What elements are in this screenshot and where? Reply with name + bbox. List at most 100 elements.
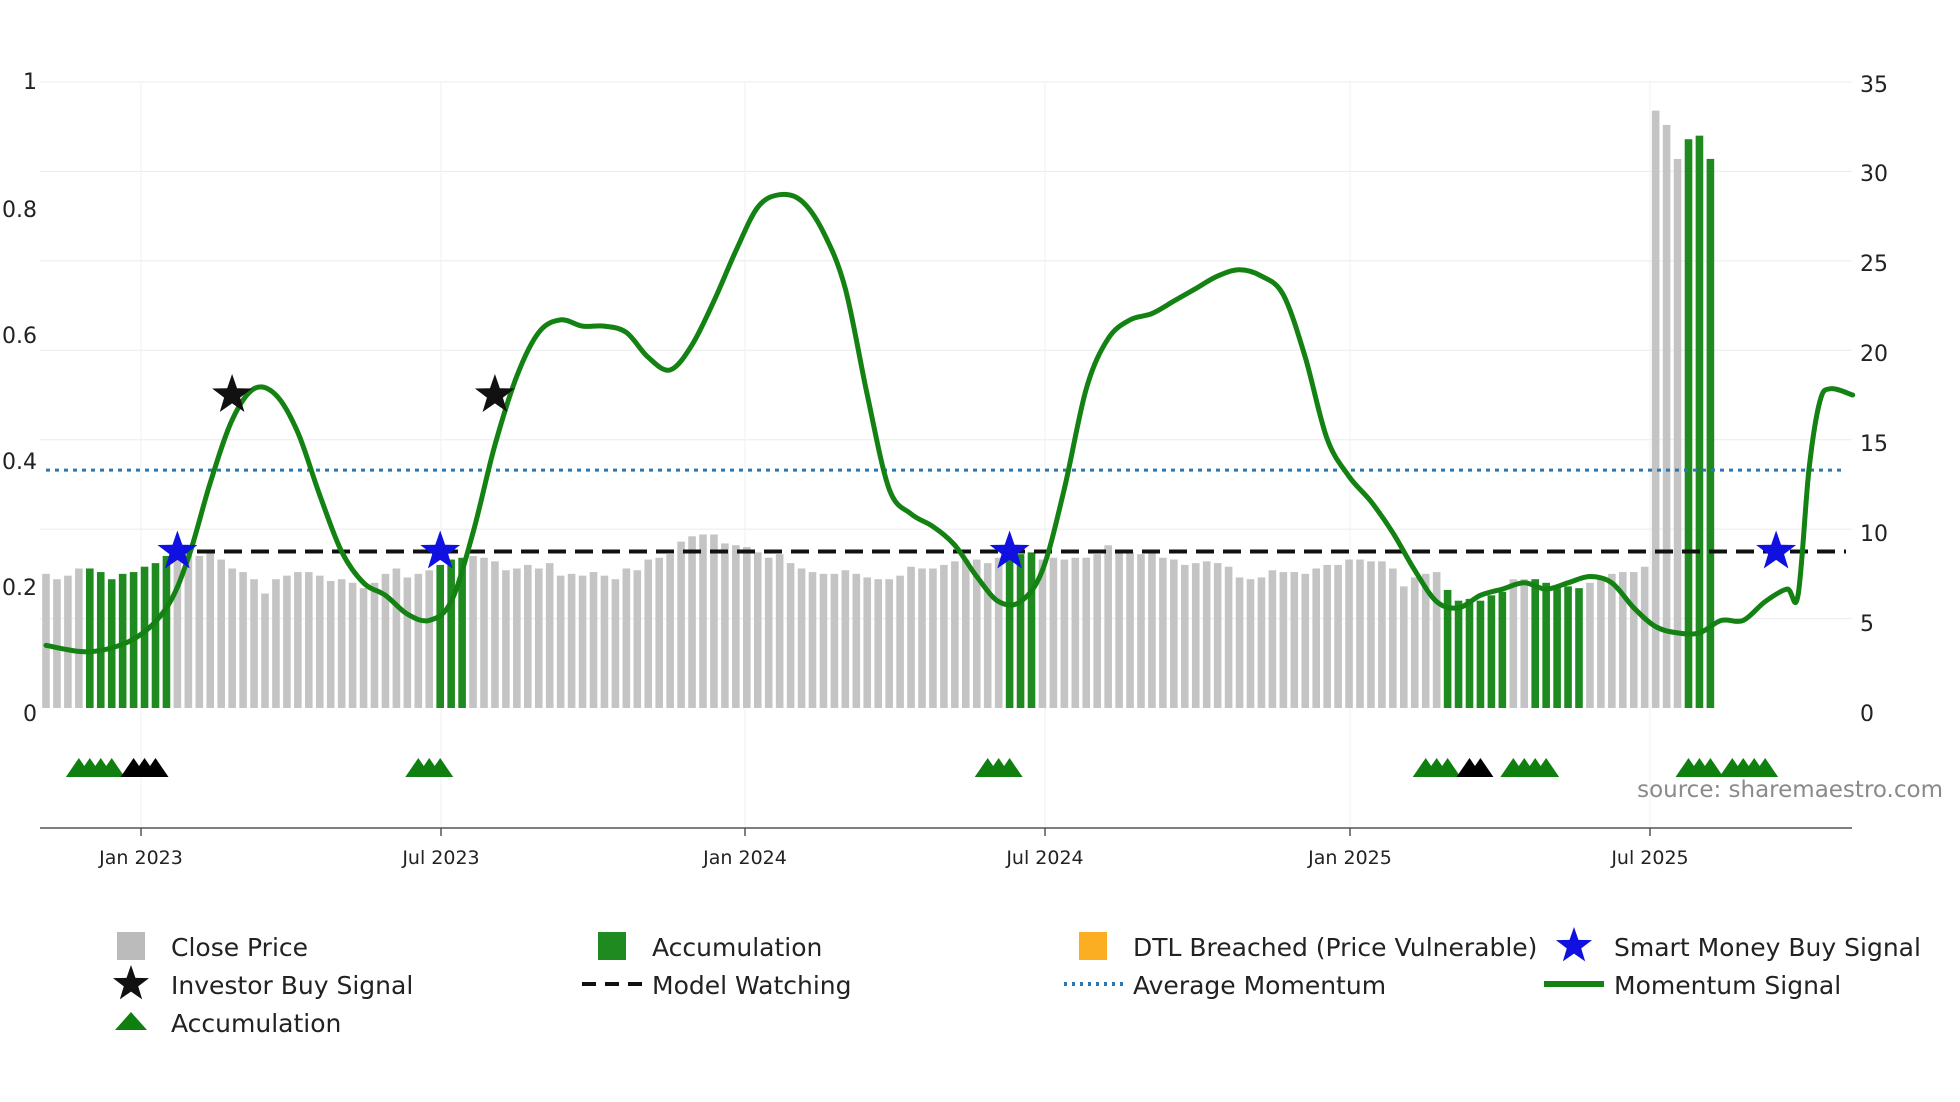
close-price-bar — [863, 577, 872, 708]
close-price-bar — [907, 566, 915, 708]
smart-money-buy-star — [989, 530, 1030, 569]
close-price-bar — [184, 550, 193, 708]
close-price-bar — [633, 570, 642, 708]
accumulation-markers — [65, 758, 1779, 777]
smart-money-buy-star — [1756, 530, 1797, 569]
close-price-bar — [962, 559, 970, 708]
investor-buy-star — [212, 374, 253, 412]
x-tick-jan-2025: Jan 2025 — [1307, 847, 1392, 869]
accumulation-triangle — [1697, 758, 1724, 777]
legend-close-price: Close Price — [171, 933, 308, 962]
close-price-bar — [1673, 158, 1682, 708]
axes — [40, 827, 1852, 836]
left-tick-5: 1 — [23, 70, 37, 95]
close-price-bar — [655, 557, 663, 708]
close-price-bar — [1323, 564, 1331, 708]
close-price-bar — [1235, 577, 1244, 708]
accumulation-bar — [151, 563, 160, 708]
close-price-bar — [666, 554, 674, 708]
close-price-bar — [874, 579, 882, 708]
left-tick-0: 0 — [23, 702, 37, 727]
close-price-bar — [699, 534, 707, 708]
close-price-bar — [1071, 557, 1080, 708]
close-price-bar — [1170, 559, 1178, 708]
legend: Close Price Accumulation DTL Breached (P… — [112, 927, 1921, 1038]
left-tick-1: 0.2 — [2, 576, 37, 601]
close-price-bar — [918, 568, 926, 708]
close-price-bar — [1038, 559, 1047, 708]
close-price-bar — [53, 579, 61, 708]
accumulation-bar — [1465, 598, 1474, 708]
legend-average-momentum: Average Momentum — [1133, 971, 1386, 1000]
accumulation-bar — [118, 573, 127, 708]
accumulation-bar — [1531, 579, 1539, 708]
close-price-bar — [381, 573, 390, 708]
close-price-bar — [688, 536, 696, 708]
accumulation-bar — [1706, 158, 1715, 708]
right-tick-6: 30 — [1860, 162, 1888, 187]
close-price-bar — [622, 568, 631, 708]
close-price-bar — [1597, 577, 1605, 708]
x-tick-jul-2025: Jul 2025 — [1610, 847, 1688, 869]
right-tick-1: 5 — [1860, 612, 1874, 637]
close-price-bar — [1301, 573, 1310, 708]
close-price-bar — [1651, 110, 1660, 709]
close-price-bar — [1662, 124, 1671, 708]
close-price-bar — [819, 573, 828, 708]
close-price-bar — [1400, 586, 1408, 708]
x-tick-jul-2023: Jul 2023 — [401, 847, 479, 869]
accumulation-bar — [1575, 588, 1583, 708]
accumulation-bar — [1027, 552, 1036, 708]
accumulation-bar — [1498, 591, 1507, 708]
close-price-bar — [42, 573, 50, 708]
close-price-bar — [337, 579, 346, 708]
close-price-bar — [1191, 563, 1200, 708]
left-tick-3: 0.6 — [2, 324, 37, 349]
close-price-bar — [1389, 568, 1397, 708]
close-price-bar — [1410, 577, 1419, 708]
close-price-bar — [1432, 572, 1441, 708]
close-price-bars — [42, 110, 1715, 709]
x-tick-jul-2024: Jul 2024 — [1005, 847, 1083, 869]
accumulation-triangle — [996, 758, 1023, 777]
close-price-bar — [217, 559, 225, 708]
close-price-bar — [830, 573, 839, 708]
close-price-bar — [710, 534, 718, 708]
accumulation-bar — [436, 564, 444, 708]
close-price-bar — [1159, 557, 1167, 708]
close-price-bar — [721, 543, 729, 708]
close-price-bar — [75, 568, 83, 708]
close-price-bar — [896, 575, 904, 708]
close-price-bar — [502, 570, 510, 708]
close-price-bar — [1148, 550, 1156, 708]
close-price-bar — [239, 572, 247, 708]
close-price-bar — [469, 555, 477, 708]
close-price-bar — [885, 579, 893, 708]
close-price-bar — [1367, 561, 1375, 708]
close-price-bar — [524, 564, 532, 708]
close-price-bar — [1202, 561, 1211, 708]
close-price-bar — [743, 547, 751, 708]
close-price-bar — [534, 568, 543, 708]
close-price-bar — [206, 552, 215, 708]
investor-buy-star — [474, 374, 515, 412]
close-price-bar — [545, 563, 554, 708]
accumulation-triangle — [1752, 758, 1779, 777]
close-price-bar — [294, 572, 302, 708]
close-price-bar — [1257, 577, 1266, 708]
accumulation-bar — [162, 555, 171, 708]
source-label: source: sharemaestro.com — [1637, 777, 1943, 803]
legend-model-watching: Model Watching — [652, 971, 852, 1000]
accumulation-bar — [96, 572, 105, 708]
accumulation-triangle — [98, 758, 125, 777]
legend-smart-money-star-icon — [1555, 927, 1593, 962]
close-price-bar — [195, 555, 204, 708]
close-price-bar — [644, 559, 653, 708]
close-price-bar — [283, 575, 291, 708]
legend-investor-buy: Investor Buy Signal — [171, 971, 413, 1000]
close-price-bar — [852, 573, 861, 708]
close-price-bar — [1356, 559, 1364, 708]
close-price-bar — [250, 579, 258, 708]
close-price-bar — [1246, 579, 1255, 708]
close-price-bar — [403, 577, 412, 708]
